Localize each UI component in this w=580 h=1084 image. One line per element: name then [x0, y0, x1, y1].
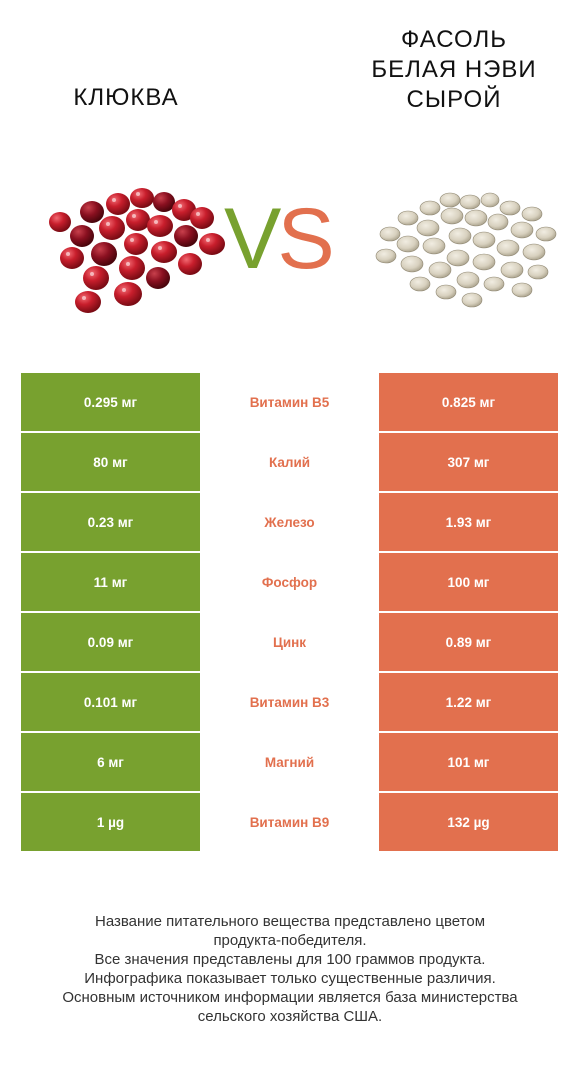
right-title-line-2: БЕЛАЯ НЭВИ	[371, 56, 537, 83]
nutrient-name-cell: Калий	[200, 433, 379, 491]
vs-label: VS	[224, 196, 335, 282]
right-title-line-3: СЫРОЙ	[406, 86, 502, 113]
nutrient-name-cell: Магний	[200, 733, 379, 791]
left-value-cell: 0.101 мг	[21, 673, 200, 731]
right-value-cell: 0.89 мг	[379, 613, 558, 671]
right-product-title: ФАСОЛЬ БЕЛАЯ НЭВИ СЫРОЙ	[340, 25, 568, 115]
nutrient-name-cell: Витамин B3	[200, 673, 379, 731]
right-title-line-1: ФАСОЛЬ	[401, 26, 507, 53]
left-value-cell: 0.23 мг	[21, 493, 200, 551]
right-value-cell: 101 мг	[379, 733, 558, 791]
table-row: 0.09 мг Цинк 0.89 мг	[21, 613, 558, 671]
beans-image	[375, 192, 557, 308]
nutrient-name-cell: Фосфор	[200, 553, 379, 611]
footer-line: Инфографика показывает только существенн…	[84, 970, 496, 987]
right-value-cell: 132 µg	[379, 793, 558, 851]
comparison-table: 0.295 мг Витамин B5 0.825 мг 80 мг Калий…	[21, 373, 558, 853]
table-row: 80 мг Калий 307 мг	[21, 433, 558, 491]
left-product-title: КЛЮКВА	[73, 84, 179, 111]
left-value-cell: 11 мг	[21, 553, 200, 611]
right-value-cell: 1.93 мг	[379, 493, 558, 551]
table-row: 0.23 мг Железо 1.93 мг	[21, 493, 558, 551]
vs-letter-v: V	[224, 191, 281, 287]
left-value-cell: 0.09 мг	[21, 613, 200, 671]
right-value-cell: 307 мг	[379, 433, 558, 491]
table-row: 0.101 мг Витамин B3 1.22 мг	[21, 673, 558, 731]
right-value-cell: 1.22 мг	[379, 673, 558, 731]
right-value-cell: 0.825 мг	[379, 373, 558, 431]
left-value-cell: 0.295 мг	[21, 373, 200, 431]
nutrient-name-cell: Цинк	[200, 613, 379, 671]
cranberry-image	[49, 188, 225, 313]
left-value-cell: 1 µg	[21, 793, 200, 851]
footer-notes: Название питательного вещества представл…	[20, 912, 560, 1026]
footer-line: Все значения представлены для 100 граммо…	[94, 951, 486, 968]
footer-line: Основным источником информации является …	[62, 989, 518, 1006]
table-row: 1 µg Витамин B9 132 µg	[21, 793, 558, 851]
nutrient-name-cell: Железо	[200, 493, 379, 551]
footer-line: сельского хозяйства США.	[197, 1008, 383, 1025]
right-value-cell: 100 мг	[379, 553, 558, 611]
left-value-cell: 6 мг	[21, 733, 200, 791]
table-row: 11 мг Фосфор 100 мг	[21, 553, 558, 611]
footer-line: Название питательного вещества представл…	[94, 913, 486, 930]
nutrient-name-cell: Витамин B9	[200, 793, 379, 851]
table-row: 6 мг Магний 101 мг	[21, 733, 558, 791]
table-row: 0.295 мг Витамин B5 0.825 мг	[21, 373, 558, 431]
vs-letter-s: S	[277, 191, 334, 287]
left-value-cell: 80 мг	[21, 433, 200, 491]
nutrient-name-cell: Витамин B5	[200, 373, 379, 431]
footer-line: продукта-победителя.	[213, 932, 367, 949]
